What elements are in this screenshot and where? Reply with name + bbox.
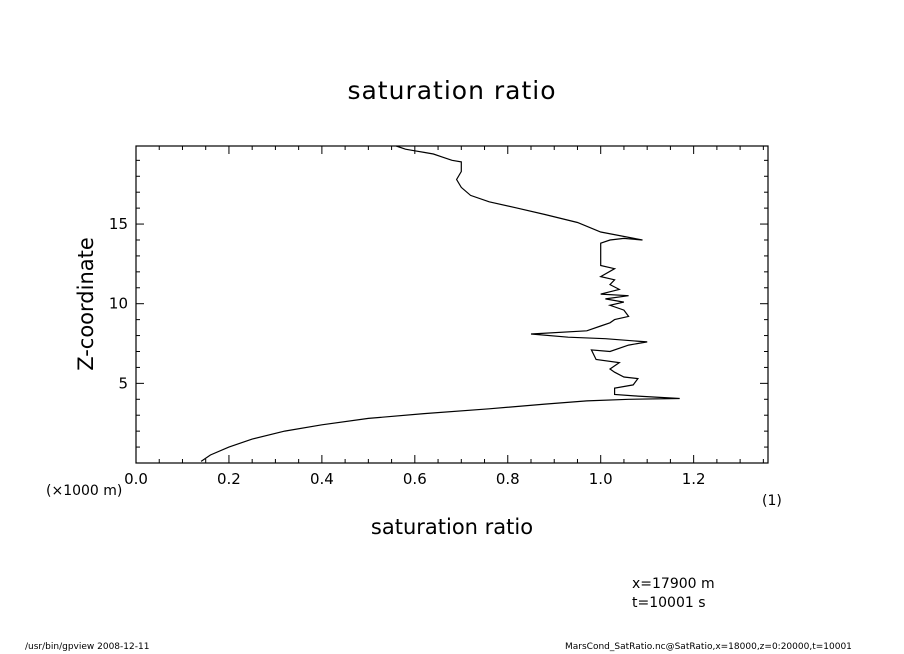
x-tick-label: 0.2 [217,470,241,488]
x-tick-label: 0.0 [124,470,148,488]
y-tick-label: 10 [109,295,128,313]
axis-tick-labels: 0.0 0.2 0.4 0.6 0.8 1.0 1.2 5 10 15 [109,215,706,488]
time-annotation: t=10001 s [632,595,706,611]
y-axis-unit-note: (1) [762,493,782,509]
y-tick-label: 5 [118,374,128,392]
x-tick-label: 0.8 [496,470,520,488]
x-tick-label: 0.4 [310,470,334,488]
chart-title: saturation ratio [347,76,557,105]
x-tick-label: 0.6 [403,470,427,488]
x-axis-label: saturation ratio [370,515,534,539]
y-tick-label: 15 [109,215,128,233]
axis-ticks [135,146,768,463]
x-tick-label: 1.0 [589,470,613,488]
y-axis-label: Z-coordinate [74,237,98,371]
x-tick-label: 1.2 [682,470,706,488]
plot-frame [135,145,769,464]
saturation-ratio-profile-line [200,145,680,462]
footer-data-source: MarsCond_SatRatio.nc@SatRatio,x=18000,z=… [565,642,852,652]
x-axis-unit-note: (×1000 m) [46,483,123,499]
plot-axes [135,145,769,464]
position-annotation: x=17900 m [632,576,715,592]
footer-program-date: /usr/bin/gpview 2008-12-11 [25,642,150,652]
